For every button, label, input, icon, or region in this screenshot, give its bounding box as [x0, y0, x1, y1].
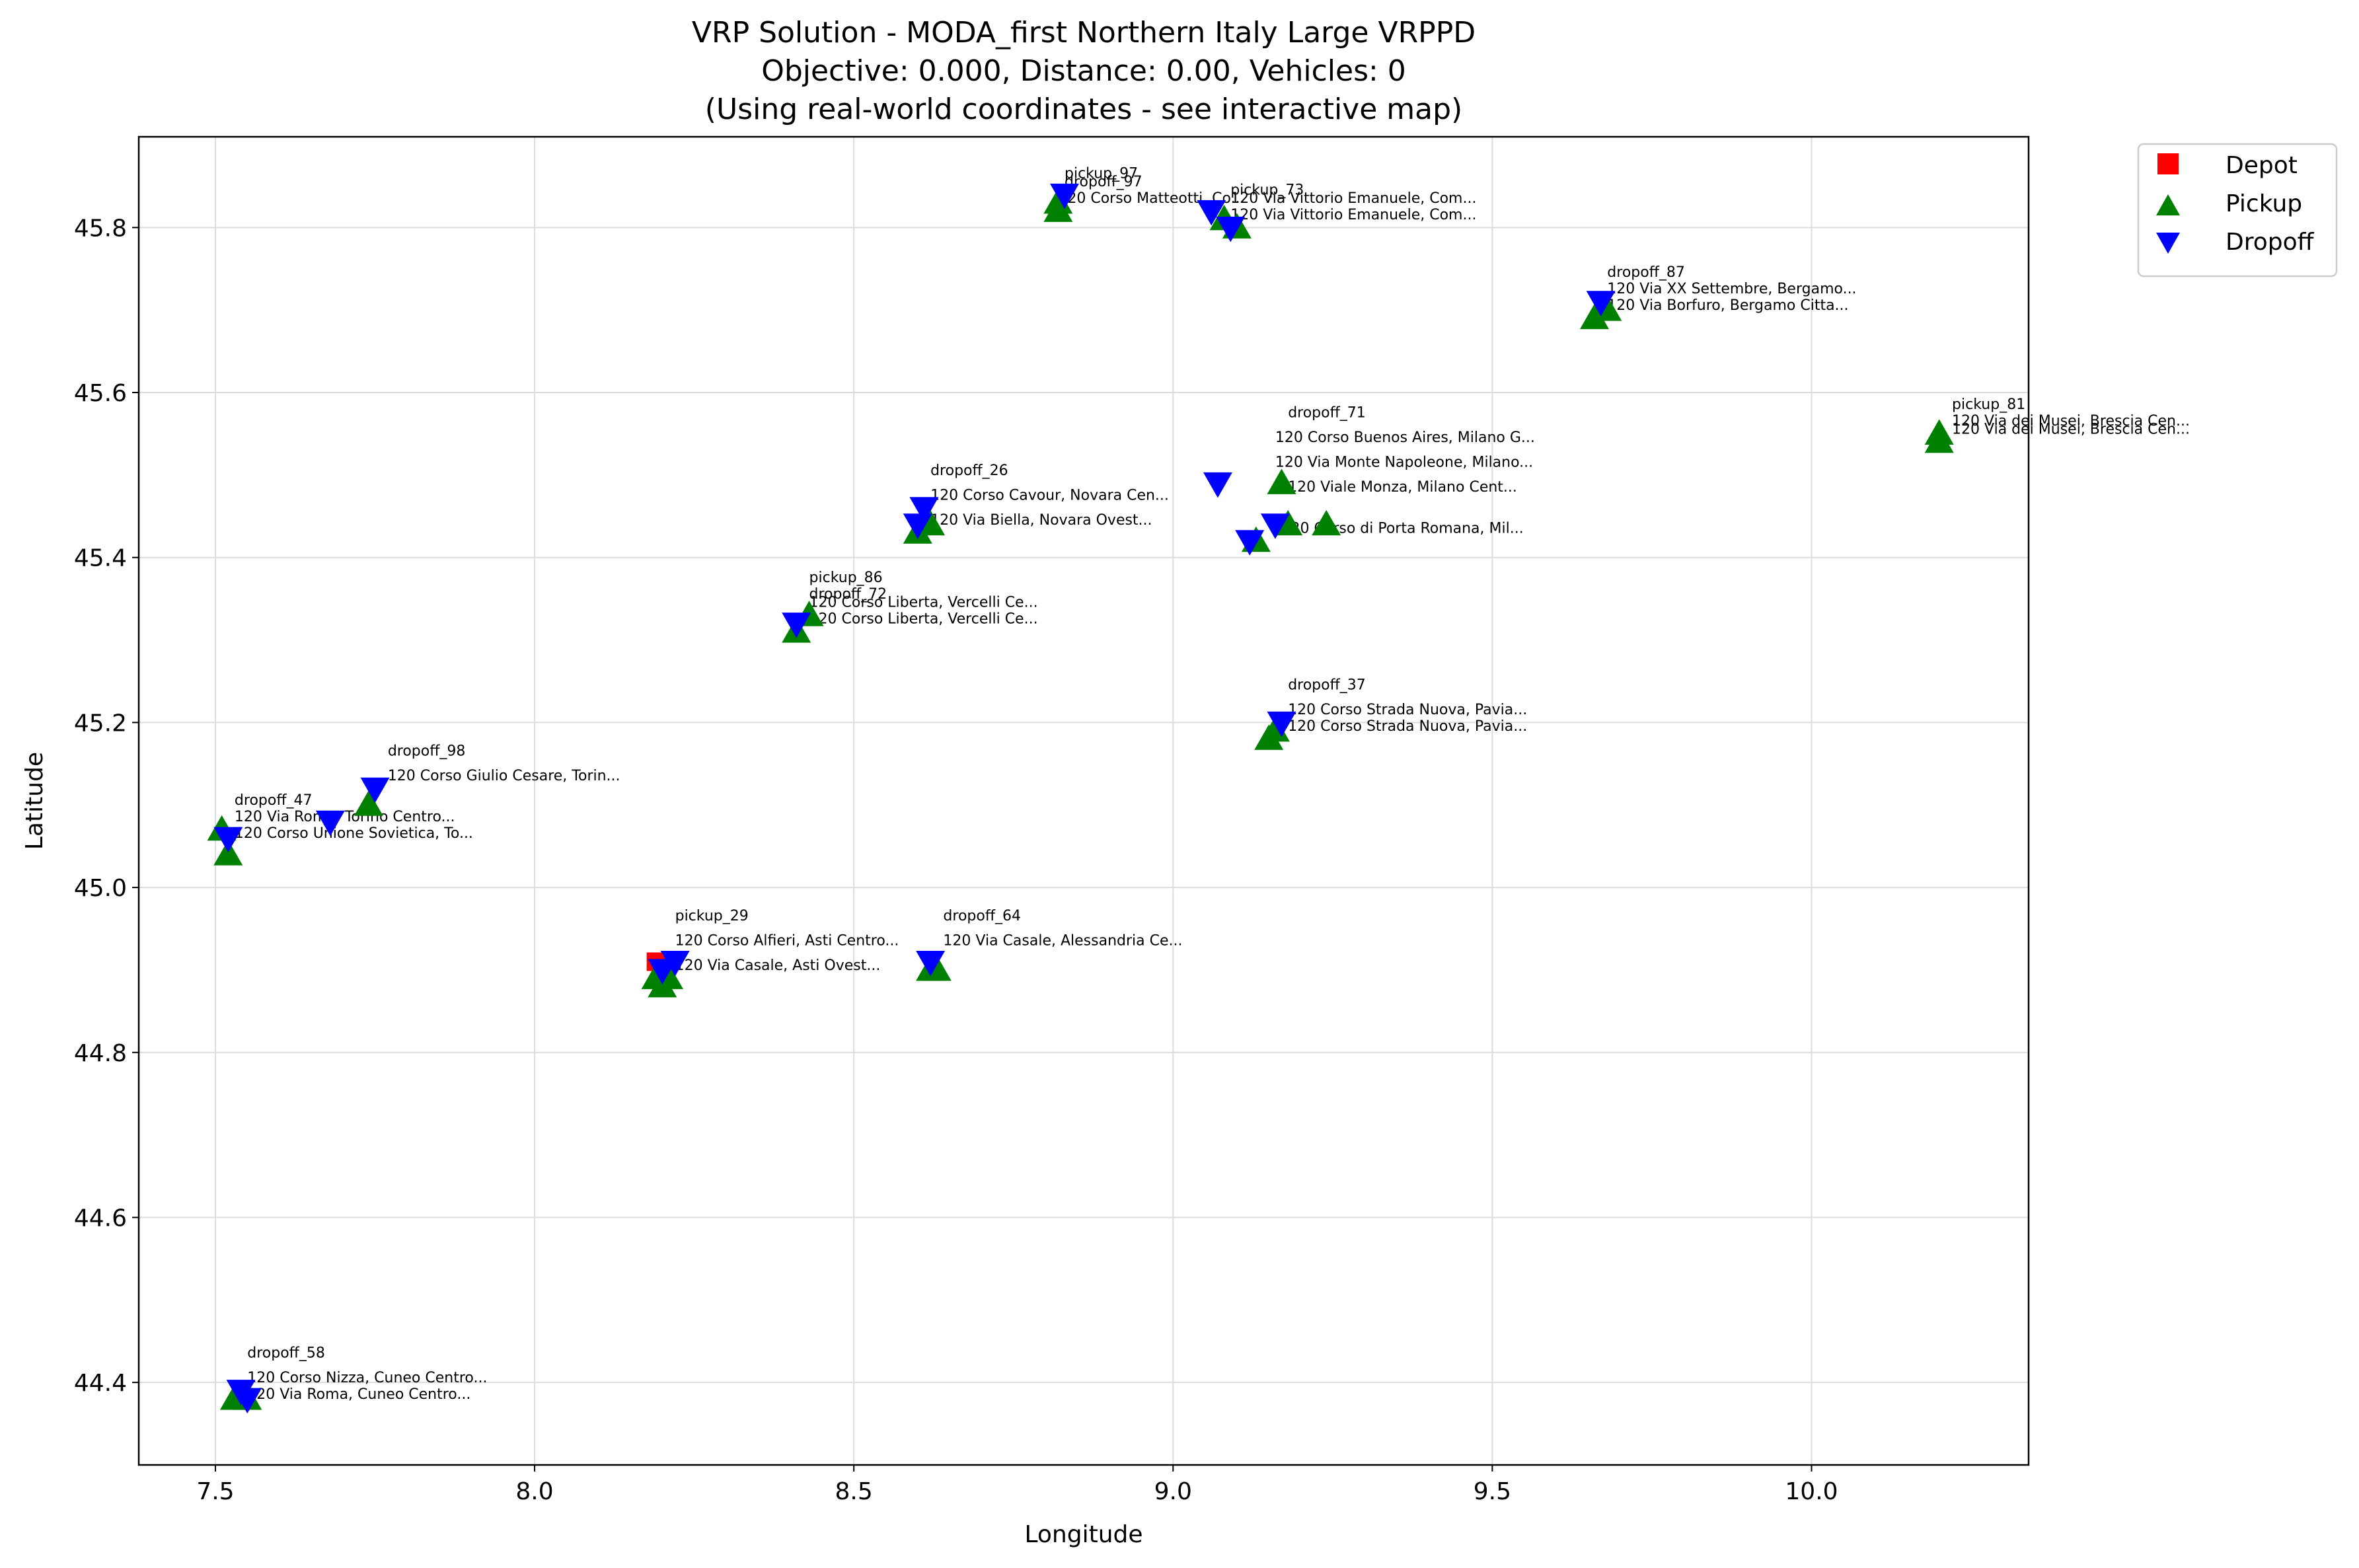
point-label: 120 Corso Liberta, Vercelli Ce...	[809, 611, 1038, 628]
chart-title-line-3: (Using real-world coordinates - see inte…	[705, 93, 1462, 126]
x-tick-label: 7.5	[196, 1478, 234, 1505]
plot-frame	[137, 135, 2030, 1466]
point-label: 120 Via Vittorio Emanuele, Com...	[1230, 190, 1476, 207]
point-label: dropoff_58	[247, 1345, 325, 1362]
dropoff-marker	[1586, 291, 1616, 317]
point-label: 120 Corso Giulio Cesare, Torin...	[388, 768, 620, 784]
y-tick-label: 44.4	[74, 1370, 127, 1397]
point-label: 120 Via Borfuro, Bergamo Citta...	[1607, 297, 1848, 314]
chart-title-line-2: Objective: 0.000, Distance: 0.00, Vehicl…	[761, 54, 1406, 88]
legend: Depot Pickup Dropoff	[2137, 143, 2338, 278]
legend-dropoff-label: Dropoff	[2226, 229, 2315, 256]
pickup-marker	[1267, 468, 1296, 494]
dropoff-marker	[1267, 711, 1296, 737]
legend-depot-label: Depot	[2226, 152, 2298, 179]
point-label: 120 Via Roma, Torino Centro...	[235, 809, 455, 825]
dropoff-marker	[1216, 216, 1246, 243]
point-label: 120 Corso Alfieri, Asti Centro...	[675, 932, 899, 949]
y-axis-label: Latitude	[21, 752, 48, 850]
legend-pickup-marker	[2156, 194, 2180, 215]
legend-dropoff-marker	[2156, 233, 2180, 254]
dropoff-marker	[233, 1388, 262, 1414]
point-label: dropoff_97	[1065, 174, 1142, 190]
dropoff-marker	[1197, 200, 1226, 226]
point-label: 120 Via Vittorio Emanuele, Com...	[1230, 207, 1476, 223]
y-tick-label: 45.4	[74, 545, 127, 572]
dropoff-marker	[1050, 183, 1080, 209]
y-tick-label: 44.6	[74, 1205, 127, 1232]
pickup-marker	[1579, 303, 1609, 330]
point-label: 120 Via Roma, Cuneo Centro...	[247, 1386, 470, 1403]
x-tick-label: 8.5	[835, 1478, 873, 1505]
point-label: pickup_29	[675, 908, 749, 924]
grid-layer	[139, 137, 2029, 1465]
y-tick-label: 45.8	[74, 215, 127, 242]
dropoff-marker	[213, 827, 243, 853]
x-axis-ticks: 7.5 8.0 8.5 9.0 9.5 10.0	[196, 1465, 1838, 1505]
point-label: dropoff_72	[809, 586, 887, 603]
point-label: dropoff_87	[1607, 264, 1685, 281]
point-label: 120 Via Casale, Alessandria Ce...	[943, 932, 1182, 949]
y-tick-label: 45.6	[74, 380, 127, 407]
dropoff-marker	[660, 950, 690, 977]
x-tick-label: 9.5	[1474, 1478, 1511, 1505]
pickup-marker	[1312, 509, 1341, 536]
dropoff-marker	[909, 497, 939, 523]
y-tick-label: 45.2	[74, 710, 127, 737]
point-label: dropoff_98	[388, 743, 466, 759]
point-label: 120 Corso Strada Nuova, Pavia...	[1288, 718, 1527, 735]
point-label: 120 Via XX Settembre, Bergamo...	[1607, 281, 1856, 297]
point-label: 120 Corso Liberta, Vercelli Ce...	[809, 595, 1038, 611]
point-label: 120 Viale Monza, Milano Cent...	[1288, 479, 1517, 496]
marker-layer	[207, 183, 1954, 1414]
point-label: 120 Corso Buenos Aires, Milano G...	[1275, 429, 1535, 446]
pickup-marker	[1924, 419, 1954, 445]
point-label: pickup_73	[1230, 182, 1304, 198]
dropoff-marker	[1203, 472, 1232, 498]
x-tick-label: 10.0	[1785, 1478, 1838, 1505]
point-label: pickup_86	[809, 570, 883, 586]
point-label: 120 Via Casale, Asti Ovest...	[675, 957, 881, 974]
point-label: pickup_81	[1952, 396, 2025, 413]
dropoff-marker	[1260, 513, 1290, 539]
chart-title-line-1: VRP Solution - MODA_first Northern Italy…	[692, 16, 1476, 50]
point-label: 120 Via dei Musei, Brescia Cen...	[1952, 413, 2190, 429]
dropoff-marker	[782, 613, 811, 638]
point-label: 120 Corso Unione Sovietica, To...	[235, 825, 473, 842]
point-label: 120 Via Monte Napoleone, Milano...	[1275, 454, 1533, 470]
dropoff-marker	[315, 810, 345, 837]
point-label: 120 Via dei Musei, Brescia Cen...	[1952, 421, 2190, 437]
dropoff-marker	[1235, 530, 1265, 556]
pickup-marker	[1254, 724, 1284, 750]
legend-pickup-label: Pickup	[2226, 190, 2302, 217]
point-label: dropoff_71	[1288, 404, 1366, 421]
legend-depot-marker	[2157, 153, 2179, 174]
x-tick-label: 9.0	[1154, 1478, 1192, 1505]
point-label: dropoff_64	[943, 908, 1021, 924]
dropoff-marker	[916, 950, 946, 977]
y-tick-label: 45.0	[74, 875, 127, 902]
y-axis-ticks: 44.4 44.6 44.8 45.0 45.2 45.4 45.6 45.8	[74, 215, 139, 1397]
point-label: 120 Corso Strada Nuova, Pavia...	[1288, 702, 1527, 718]
point-label: 120 Corso Cavour, Novara Cen...	[930, 487, 1169, 504]
point-label: 120 Via Biella, Novara Ovest...	[930, 512, 1152, 529]
point-label: 120 Corso Nizza, Cuneo Centro...	[247, 1370, 487, 1386]
point-label: pickup_97	[1065, 165, 1138, 182]
pickup-marker	[354, 790, 383, 816]
x-tick-label: 8.0	[515, 1478, 553, 1505]
pickup-marker	[213, 840, 243, 866]
point-label: dropoff_37	[1288, 677, 1366, 693]
legend-box	[2137, 143, 2338, 278]
y-tick-label: 44.8	[74, 1040, 127, 1067]
dropoff-marker	[360, 777, 390, 803]
x-axis-label: Longitude	[1024, 1521, 1142, 1548]
point-label: dropoff_47	[235, 792, 313, 809]
point-label: dropoff_26	[930, 463, 1008, 479]
